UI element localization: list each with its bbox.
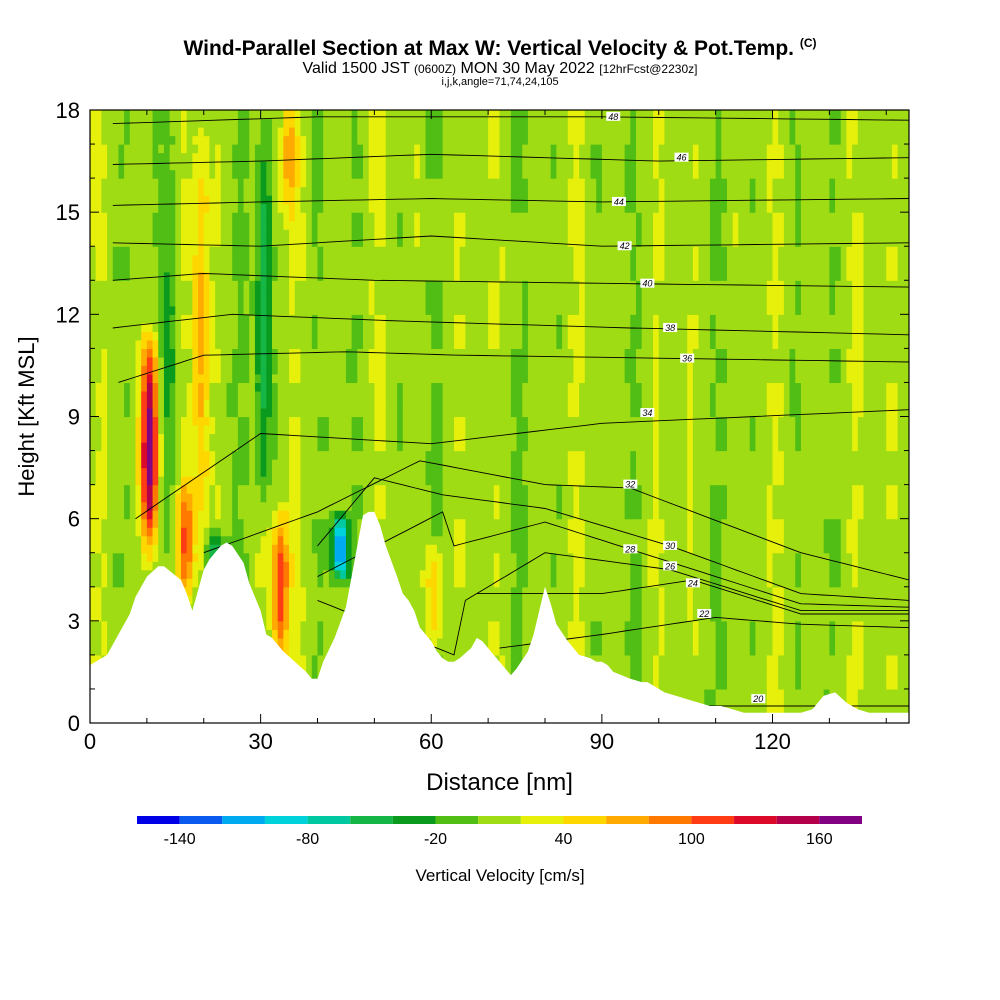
colorbar-tick-label: 100 [678,831,705,848]
colorbar-swatch [819,816,862,824]
colorbar-swatch [222,816,265,824]
chart-title: Wind-Parallel Section at Max W: Vertical… [183,36,817,60]
colorbar-swatch [691,816,735,824]
theta-contour-46 [112,153,909,165]
colorbar-swatch [478,816,521,824]
theta-label-bg [623,479,638,489]
colorbar-tick-label: 160 [806,831,833,848]
theta-label-bg [697,609,712,619]
theta-label-bg [606,111,621,121]
theta-contour-22 [499,616,909,649]
y-tick-label: 3 [68,609,80,634]
colorbar-swatch [179,816,223,824]
theta-contour-36 [118,351,909,383]
colorbar-swatch [350,816,393,824]
colorbar-swatch [606,816,649,824]
x-tick-label: 90 [590,729,614,754]
theta-contour-38 [112,313,909,336]
theta-label: 30 [665,541,675,551]
theta-label-bg [640,408,655,418]
theta-label: 42 [620,241,630,251]
theta-label: 24 [687,578,698,588]
colorbar-swatch [137,816,180,824]
theta-label: 34 [642,408,652,418]
theta-label: 36 [682,354,692,364]
theta-label: 48 [608,112,618,122]
y-tick-label: 9 [68,405,80,430]
theta-contour-30 [317,477,909,601]
theta-label-bg [617,241,632,251]
theta-label: 28 [624,544,635,554]
theta-contour-42 [112,235,909,247]
theta-label: 44 [614,197,624,207]
colorbar-swatch [563,816,607,824]
theta-label-bg [674,152,689,162]
theta-label-bg [663,322,678,332]
theta-contour-28 [317,511,909,608]
section-indices: i,j,k,angle=71,74,24,105 [441,76,559,88]
colorbar-title: Vertical Velocity [cm/s] [415,866,584,885]
x-tick-label: 30 [248,729,272,754]
theta-contour-34 [135,409,909,520]
theta-label-bg [663,540,678,550]
y-tick-label: 12 [56,302,80,327]
x-tick-label: 60 [419,729,443,754]
theta-label: 26 [664,561,675,571]
colorbar-tick-label: -20 [424,831,447,848]
x-tick-label: 120 [754,729,791,754]
y-axis-label: Height [Kft MSL] [14,336,39,496]
theta-label-bg [680,353,695,363]
theta-label-bg [751,694,766,704]
colorbar-swatch [776,816,820,824]
colorbar-tick-label: -80 [296,831,319,848]
y-tick-label: 15 [56,200,80,225]
y-tick-label: 18 [56,98,80,123]
theta-label: 22 [698,609,709,619]
theta-contour-40 [112,273,909,288]
colorbar-tick-label: -140 [164,831,196,848]
theta-label: 46 [676,153,686,163]
theta-label: 20 [752,694,763,704]
colorbar-swatch [734,816,777,824]
theta-contour-labels: 20 22 24 26 28 30 32 34 36 38 40 42 44 46 48 [606,111,766,704]
colorbar-swatch [307,816,351,824]
colorbar-swatch [648,816,692,824]
theta-contour-26 [317,552,909,656]
theta-label-bg [685,578,700,588]
theta-label: 40 [642,279,652,289]
x-axis-label: Distance [nm] [426,769,573,796]
terrain [90,511,909,723]
theta-label-bg [623,544,638,554]
theta-label-bg [663,561,678,571]
colorbar-swatch [392,816,436,824]
theta-label: 38 [665,323,675,333]
colorbar-swatch [435,816,479,824]
copyright-mark: (C) [799,36,817,50]
theta-contour-32 [203,460,909,581]
y-tick-label: 0 [68,711,80,736]
theta-label-bg [640,278,655,288]
colorbar-swatch [520,816,564,824]
colorbar-tick-label: 40 [555,831,573,848]
theta-label-bg [611,196,626,206]
chart-subtitle: Valid 1500 JST (0600Z) MON 30 May 2022 [… [302,60,698,77]
y-tick-label: 6 [68,507,80,532]
theta-contour-44 [112,198,909,206]
x-tick-label: 0 [84,729,96,754]
x-axis: 0 30 60 90 120 [84,110,887,754]
theta-label: 32 [625,480,635,490]
theta-contour-48 [112,116,909,125]
colorbar-swatch [264,816,308,824]
colorbar: -140 -80 -20 40 100 160 Vertical Velocity [cm/… [137,816,862,885]
